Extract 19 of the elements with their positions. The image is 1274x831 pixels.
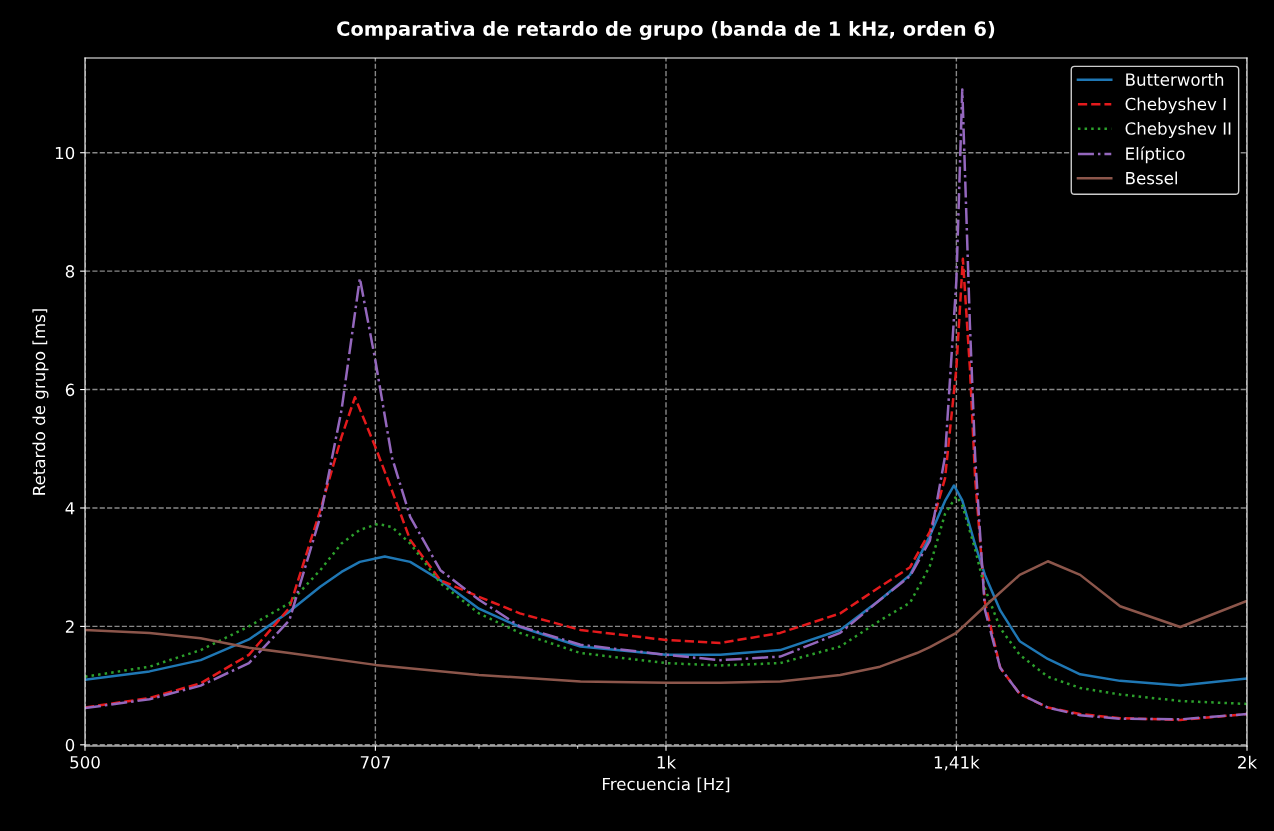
- x-tick-label: 1,41k: [934, 755, 980, 771]
- y-tick-label: 4: [65, 502, 75, 515]
- y-tick-label: 2: [65, 620, 74, 633]
- y-tick-label: 10: [55, 146, 75, 160]
- x-tick-label: 707: [360, 756, 390, 769]
- legend-label: Chebyshev II: [1125, 121, 1231, 139]
- legend-label: Butterworth: [1126, 73, 1224, 86]
- y-tick-label: 8: [65, 265, 75, 278]
- chart-title: Comparativa de retardo de grupo (banda de 1 kHz, orden 6): [337, 21, 995, 40]
- x-axis-title: Frecuencia [Hz]: [603, 777, 730, 793]
- x-tick-label: 500: [70, 756, 100, 769]
- y-tick-label: 6: [65, 383, 75, 397]
- legend-label: Elíptico: [1126, 146, 1185, 164]
- x-tick-label: 1k: [657, 755, 677, 769]
- legend-label: Bessel: [1126, 171, 1177, 185]
- y-tick-label: 0: [65, 738, 75, 752]
- x-tick-label: 2k: [1238, 755, 1258, 769]
- y-axis-title: Retardo de grupo [ms]: [32, 309, 49, 495]
- legend-label: Chebyshev I: [1125, 97, 1226, 114]
